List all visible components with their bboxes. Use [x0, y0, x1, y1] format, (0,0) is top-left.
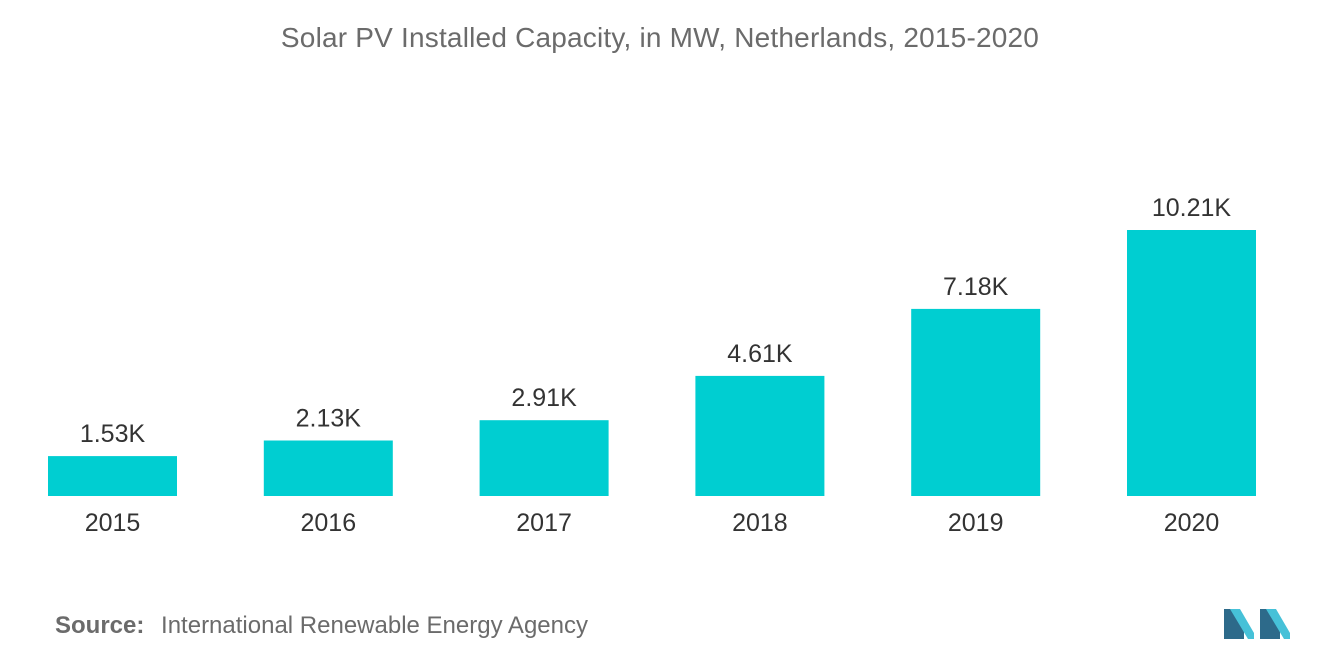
data-label-2016: 2.13K	[296, 405, 362, 433]
x-tick-2020: 2020	[1164, 509, 1220, 537]
data-label-2019: 7.18K	[943, 273, 1009, 301]
mordor-logo-icon	[1224, 609, 1290, 639]
bar-2019	[911, 308, 1041, 496]
x-tick-2015: 2015	[85, 509, 141, 537]
data-label-2015: 1.53K	[80, 420, 146, 448]
bar-chart: 1.53K 2015 2.13K 2016 2.91K 2017 4.61K 2018 7.18…	[48, 194, 1256, 537]
chart-title: Solar PV Installed Capacity, in MW, Neth…	[280, 22, 1040, 53]
x-tick-2018: 2018	[732, 509, 788, 537]
source-text: International Renewable Energy Agency	[161, 612, 588, 639]
bar-2016	[263, 440, 393, 496]
x-tick-2017: 2017	[516, 509, 572, 537]
bar-2018	[695, 375, 825, 496]
data-label-2017: 2.91K	[511, 384, 577, 412]
x-tick-2016: 2016	[300, 509, 356, 537]
bar-2020	[1127, 230, 1256, 496]
x-tick-2019: 2019	[948, 509, 1004, 537]
bar-2017	[479, 420, 609, 496]
bar-2015	[48, 456, 177, 496]
data-label-2020: 10.21K	[1152, 194, 1232, 222]
source-label: Source:	[55, 612, 145, 639]
data-label-2018: 4.61K	[727, 340, 793, 368]
source-note: Source: International Renewable Energy A…	[55, 612, 588, 640]
